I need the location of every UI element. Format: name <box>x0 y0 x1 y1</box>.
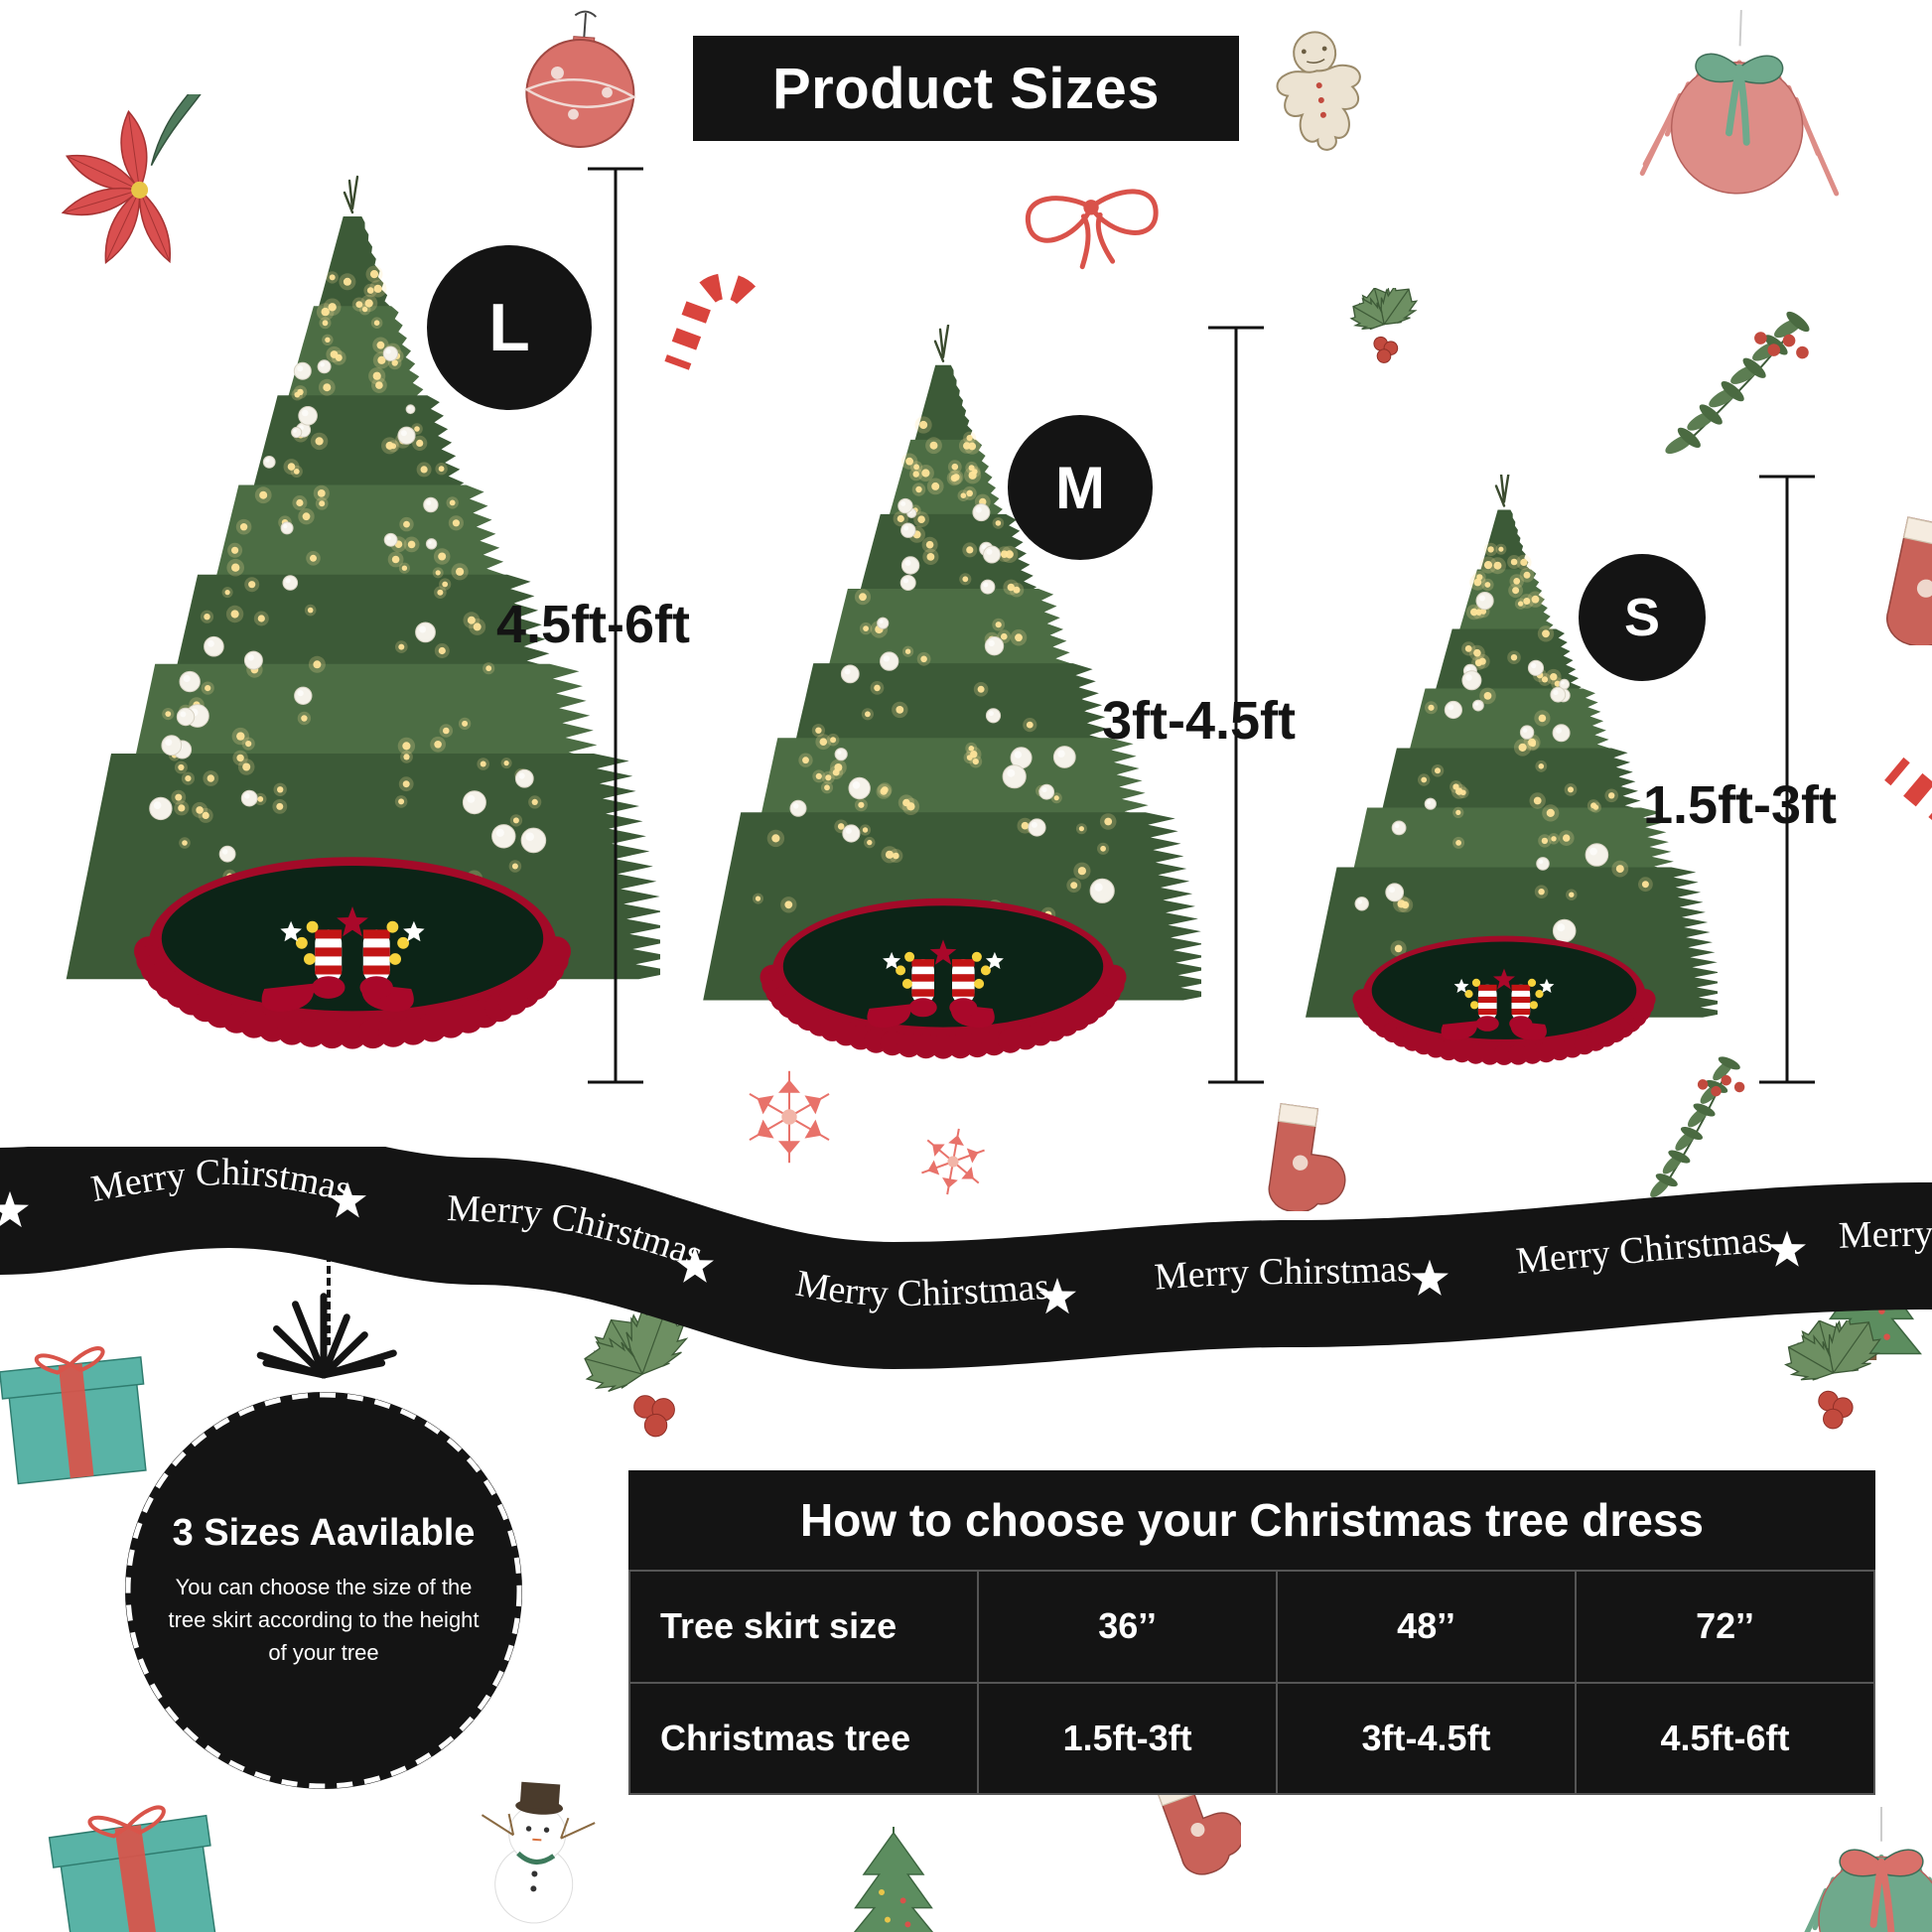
svg-text:Merry Chirstmas: Merry Chirstmas <box>1153 1248 1412 1299</box>
